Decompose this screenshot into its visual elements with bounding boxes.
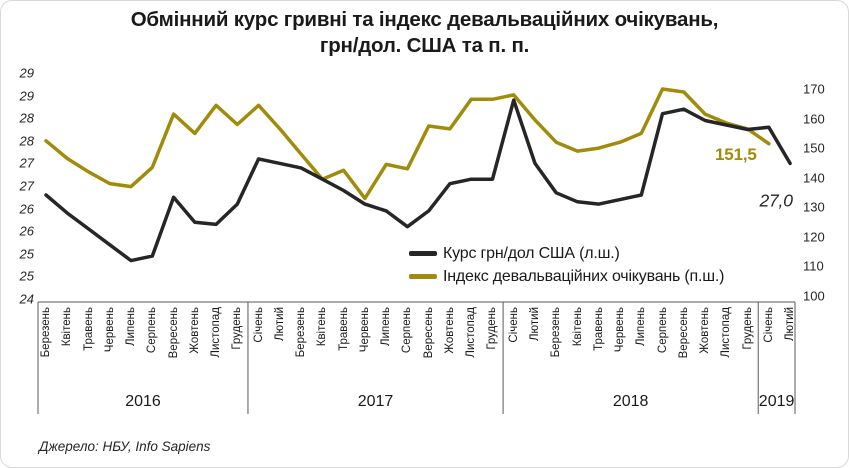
month-label: Жовтень <box>699 307 712 354</box>
y-axis-tick-left: 29 <box>19 65 34 81</box>
month-label: Квітень <box>571 307 584 347</box>
month-label: Липень <box>125 307 138 346</box>
month-label: Червень <box>103 307 116 353</box>
month-label: Січень <box>507 307 520 343</box>
y-axis-tick-right: 100 <box>803 288 825 304</box>
usd-rate-swatch-icon <box>409 251 437 256</box>
y-axis-tick-left: 26 <box>19 201 34 217</box>
y-axis-tick-right: 130 <box>803 199 825 215</box>
month-label: Листопад <box>720 307 733 358</box>
y-axis-tick-right: 140 <box>803 170 825 186</box>
year-label: 2019 <box>758 393 795 410</box>
month-label: Грудень <box>231 307 244 350</box>
month-label: Квітень <box>61 307 74 347</box>
month-label: Серпень <box>401 307 414 354</box>
month-label: Лютий <box>273 307 286 342</box>
annotation-value: 27,0 <box>759 190 793 211</box>
y-axis-tick-left: 27 <box>19 155 34 171</box>
legend-item-usd-rate: Курс грн/дол США (л.ш.) <box>409 242 724 265</box>
y-axis-tick-right: 170 <box>803 81 825 97</box>
month-label: Березень <box>40 307 52 358</box>
month-label: Липень <box>380 307 393 346</box>
deval-index-swatch-icon <box>409 274 437 279</box>
y-axis-tick-left: 26 <box>19 223 34 239</box>
y-axis-tick-left: 25 <box>19 246 34 262</box>
chart-title: Обмінний курс гривні та індекс девальвац… <box>130 8 719 31</box>
axis-and-separator-lines <box>37 301 796 414</box>
y-axis-tick-left: 24 <box>19 291 34 307</box>
y-axis-tick-left: 25 <box>19 268 34 284</box>
month-label: Вересень <box>167 307 180 359</box>
month-label: Грудень <box>741 307 754 350</box>
deval-index-line <box>44 87 771 201</box>
y-axis-tick-left: 29 <box>19 88 34 104</box>
month-label: Травень <box>592 307 605 351</box>
month-label: Червень <box>614 307 627 353</box>
month-label: Червень <box>358 307 371 353</box>
year-label: 2018 <box>612 393 649 410</box>
month-label: Травень <box>82 307 95 351</box>
month-label: Лютий <box>784 307 797 342</box>
y-axis-tick-left: 27 <box>19 178 34 194</box>
month-label: Лютий <box>528 307 541 342</box>
legend-item-deval-index: Індекс девальваційних очікувань (п.ш.) <box>409 265 724 288</box>
legend-label-usd-rate: Курс грн/дол США (л.ш.) <box>443 244 620 262</box>
month-label: Березень <box>550 307 563 358</box>
y-axis-tick-right: 160 <box>803 111 825 127</box>
month-label: Серпень <box>146 307 159 354</box>
y-axis-tick-right: 110 <box>803 258 824 274</box>
y-axis-tick-left: 28 <box>19 133 34 149</box>
month-label: Листопад <box>465 307 478 358</box>
month-label: Травень <box>337 307 350 351</box>
source-note: Джерело: НБУ, Info Sapiens <box>39 439 211 454</box>
y-axis-tick-left: 28 <box>19 110 34 126</box>
month-label: Грудень <box>486 307 499 350</box>
usd-rate-line <box>44 98 792 263</box>
legend-label-deval-index: Індекс девальваційних очікувань (п.ш.) <box>443 267 725 285</box>
month-label: Липень <box>635 307 648 346</box>
month-label: Серпень <box>656 307 669 354</box>
chart-subtitle: грн/дол. США та п. п. <box>319 34 530 57</box>
month-label: Листопад <box>210 307 223 358</box>
month-label: Березень <box>295 307 308 358</box>
month-label: Вересень <box>422 307 435 359</box>
y-axis-tick-right: 120 <box>803 229 825 245</box>
month-label: Січень <box>762 307 775 343</box>
annotation-value: 151,5 <box>715 144 757 164</box>
y-axis-tick-right: 150 <box>803 140 825 156</box>
month-label: Січень <box>252 307 265 343</box>
year-label: 2016 <box>125 393 161 410</box>
month-label: Вересень <box>677 307 690 359</box>
month-label: Жовтень <box>188 307 201 354</box>
year-label: 2017 <box>357 393 394 410</box>
month-label: Квітень <box>316 307 329 347</box>
legend: Курс грн/дол США (л.ш.) Індекс девальвац… <box>409 242 724 288</box>
month-label: Жовтень <box>443 307 456 354</box>
